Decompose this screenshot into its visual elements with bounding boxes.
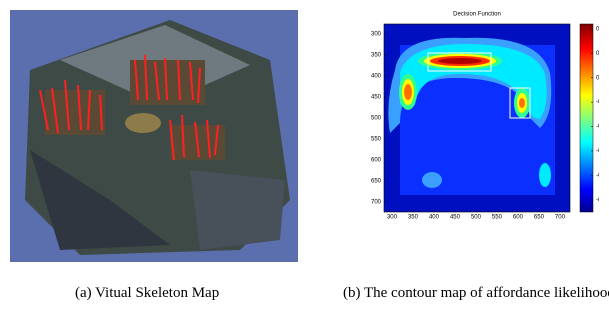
- chart-title: Decision Function: [453, 12, 501, 18]
- caption-a: (a) Vitual Skeleton Map: [75, 283, 219, 303]
- x-tick-label: 350: [408, 215, 419, 221]
- y-tick-label: 400: [371, 74, 382, 80]
- x-tick-label: 500: [471, 215, 482, 221]
- y-tick-label: 600: [371, 158, 382, 164]
- colorbar-tick-label: 0.02: [596, 26, 608, 32]
- colorbar: [580, 24, 593, 212]
- y-tick-label: 700: [371, 200, 382, 206]
- contour-fill: [384, 24, 570, 212]
- colorbar-tick-label: 0.01: [596, 51, 608, 57]
- colorbar-tick-label: -0.03: [596, 149, 609, 155]
- x-tick-label: 700: [555, 215, 566, 221]
- page: Decision Function 300 350 400 450 500 550 600 6…: [0, 0, 609, 324]
- colorbar-tick-label: 0: [596, 75, 600, 81]
- colorbar-tick-label: -0.05: [596, 197, 609, 203]
- x-tick-label: 400: [429, 215, 440, 221]
- y-tick-label: 650: [371, 179, 382, 185]
- y-tick-label: 450: [371, 95, 382, 101]
- x-tick-label: 550: [492, 215, 503, 221]
- caption-b: (b) The contour map of affordance likeli…: [343, 283, 609, 303]
- x-tick-label: 650: [534, 215, 545, 221]
- figure: Decision Function 300 350 400 450 500 550 600 6…: [0, 0, 609, 270]
- x-tick-label: 300: [387, 215, 398, 221]
- point-cloud-image: [10, 10, 298, 262]
- y-tick-label: 550: [371, 137, 382, 143]
- y-tick-label: 300: [371, 32, 382, 38]
- colorbar-tick-label: -0.01: [596, 100, 609, 106]
- x-tick-label: 450: [450, 215, 461, 221]
- colorbar-tick-label: -0.04: [596, 173, 609, 179]
- colorbar-tick-label: -0.02: [596, 124, 609, 130]
- y-tick-label: 350: [371, 53, 382, 59]
- x-tick-label: 600: [513, 215, 524, 221]
- y-tick-label: 500: [371, 116, 382, 122]
